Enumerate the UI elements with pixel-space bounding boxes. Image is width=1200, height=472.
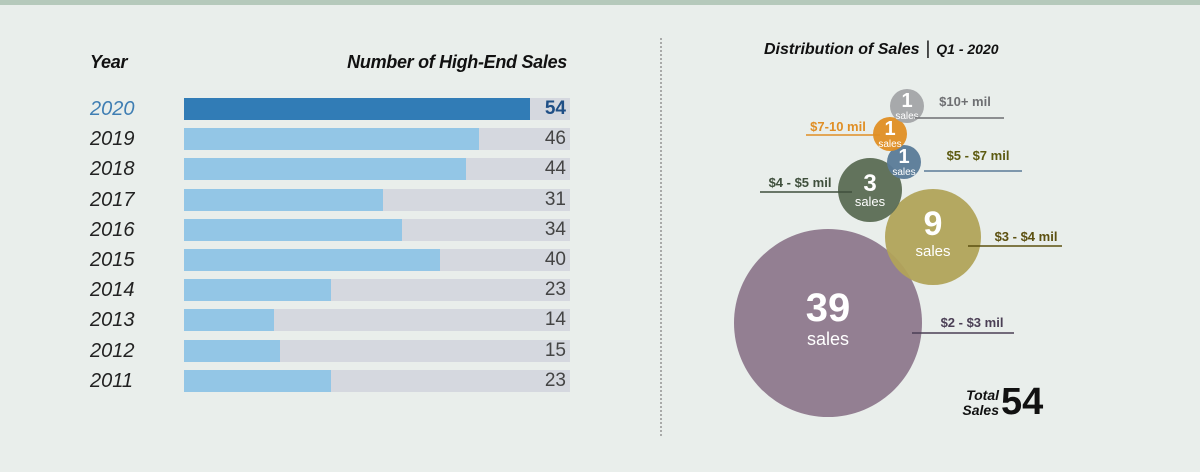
year-label: 2012 xyxy=(90,339,135,362)
bar-row: 2012 15 xyxy=(0,339,600,362)
bubble-value: 1 xyxy=(884,118,895,140)
bubble-unit-label: sales xyxy=(807,329,849,349)
bar xyxy=(184,98,530,120)
bar-track: 31 xyxy=(184,188,570,211)
bar-track: 54 xyxy=(184,98,570,120)
bar xyxy=(184,128,479,151)
total-sales-label: Total Sales xyxy=(957,388,999,418)
bar xyxy=(184,249,441,271)
year-label: 2016 xyxy=(90,218,135,241)
year-label: 2017 xyxy=(90,188,135,211)
bar-value-label: 34 xyxy=(544,218,566,240)
bubble-value: 1 xyxy=(898,146,909,168)
bar-track: 44 xyxy=(184,158,570,181)
bubble-unit-label: sales xyxy=(855,194,886,209)
bubble xyxy=(873,117,907,151)
bubble-value: 9 xyxy=(924,205,943,243)
bar xyxy=(184,339,281,362)
bar xyxy=(184,309,274,332)
bar-row: 2016 34 xyxy=(0,218,600,241)
bubble-category-label: $7-10 mil xyxy=(810,119,866,134)
bar-track: 14 xyxy=(184,309,570,332)
sales-column-header: Number of High-End Sales xyxy=(347,52,567,72)
total-sales-value: 54 xyxy=(1001,381,1044,423)
bar-value-label: 14 xyxy=(544,309,566,331)
year-column-header: Year xyxy=(90,52,128,72)
bubble-value: 1 xyxy=(901,90,912,112)
bubble-category-label: $4 - $5 mil xyxy=(769,175,832,190)
total-label-line1: Total xyxy=(966,387,999,403)
section-divider xyxy=(660,38,662,436)
bar xyxy=(184,279,332,302)
bar-track: 23 xyxy=(184,369,570,392)
bar-row: 2017 31 xyxy=(0,188,600,211)
distribution-subtitle: Q1 - 2020 xyxy=(936,41,999,57)
bar-row: 2019 46 xyxy=(0,128,600,151)
bar-track: 15 xyxy=(184,339,570,362)
bubble-value: 3 xyxy=(863,170,876,197)
bar-row: 2011 23 xyxy=(0,369,600,392)
bubble-category-label: $10+ mil xyxy=(939,94,991,109)
year-label: 2020 xyxy=(90,98,135,120)
bar-row: 2015 40 xyxy=(0,249,600,271)
bar-track: 23 xyxy=(184,279,570,302)
bar xyxy=(184,158,466,181)
year-label: 2013 xyxy=(90,309,135,332)
bar xyxy=(184,218,402,241)
bar-value-label: 23 xyxy=(544,279,566,301)
bubble xyxy=(887,145,921,179)
bar-value-label: 54 xyxy=(544,98,566,119)
bubble-category-label: $2 - $3 mil xyxy=(941,315,1004,330)
bar-value-label: 31 xyxy=(544,188,566,210)
bar-row: 2013 14 xyxy=(0,309,600,332)
bar-row: 2014 23 xyxy=(0,279,600,302)
bar-value-label: 23 xyxy=(544,369,566,391)
bubble-unit-label: sales xyxy=(878,139,901,150)
top-band xyxy=(0,0,1200,5)
bubble-unit-label: sales xyxy=(915,243,950,260)
bubble xyxy=(838,158,902,222)
year-label: 2011 xyxy=(90,369,134,392)
bar xyxy=(184,369,332,392)
bar-value-label: 15 xyxy=(544,339,566,361)
total-label-line2: Sales xyxy=(962,402,999,418)
bar-row: 2018 44 xyxy=(0,158,600,181)
bubble xyxy=(890,89,924,123)
bar-row: 2020 54 xyxy=(0,98,600,120)
distribution-title: Distribution of Sales | Q1 - 2020 xyxy=(764,38,999,59)
title-separator: | xyxy=(925,38,931,58)
bar-value-label: 44 xyxy=(544,158,566,180)
bubble xyxy=(885,189,981,285)
bubble-category-label: $3 - $4 mil xyxy=(995,229,1058,244)
bar-value-label: 46 xyxy=(544,128,566,150)
distribution-title-text: Distribution of Sales xyxy=(764,41,920,58)
bubble-unit-label: sales xyxy=(892,167,915,178)
bubble xyxy=(734,229,922,417)
year-label: 2018 xyxy=(90,158,135,181)
bar-value-label: 40 xyxy=(544,249,566,270)
year-label: 2014 xyxy=(90,279,135,302)
bubble-category-label: $5 - $7 mil xyxy=(947,148,1010,163)
bar-track: 40 xyxy=(184,249,570,271)
bubble-value: 39 xyxy=(806,286,851,330)
year-label: 2015 xyxy=(90,249,135,271)
bubble-unit-label: sales xyxy=(895,111,918,122)
bar-track: 46 xyxy=(184,128,570,151)
bar-track: 34 xyxy=(184,218,570,241)
year-label: 2019 xyxy=(90,128,135,151)
bar xyxy=(184,188,383,211)
